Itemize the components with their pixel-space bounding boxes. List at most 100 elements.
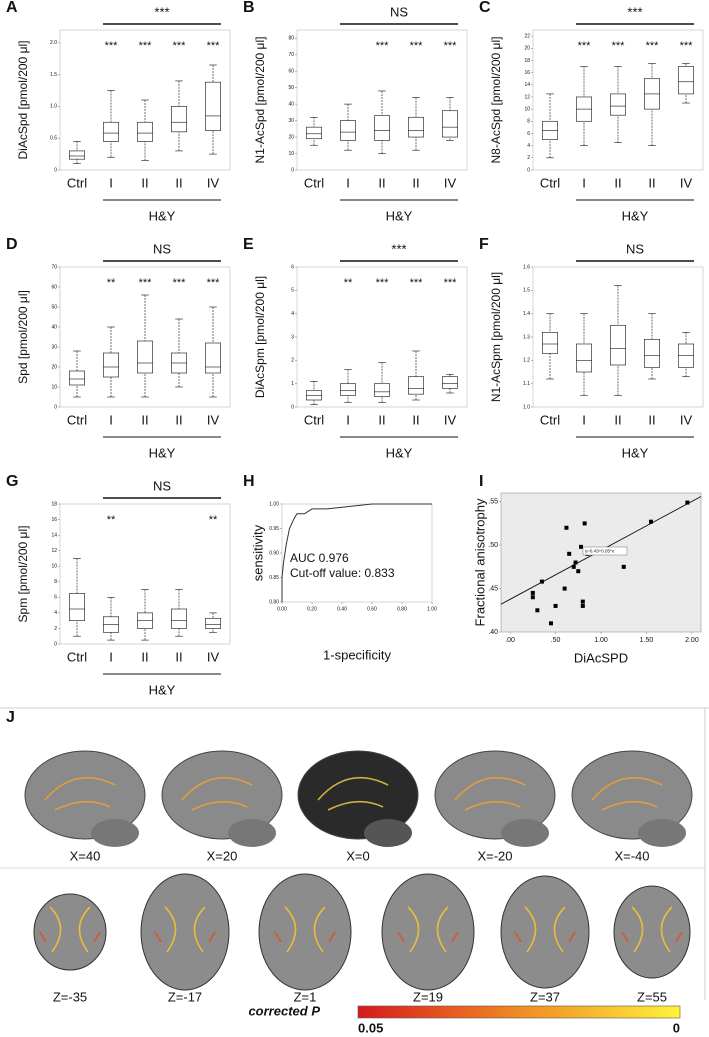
brain-slice (258, 873, 352, 991)
y-tick-label: 2 (291, 358, 294, 364)
x-axis-label: H&Y (149, 682, 176, 697)
box (643, 338, 660, 368)
x-tick-label: I (582, 412, 586, 427)
significance: ** (209, 514, 218, 526)
box (205, 342, 222, 374)
y-tick-label: 30 (51, 344, 57, 350)
y-tick-label: 6 (291, 264, 294, 270)
slice-label: X=40 (70, 848, 101, 863)
bracket-label: NS (626, 241, 644, 256)
bracket-label: *** (391, 241, 406, 256)
y-tick-label: 0 (527, 167, 530, 173)
x-tick-label: II (614, 175, 621, 190)
tract (39, 931, 101, 943)
y-tick-label: 6 (527, 131, 530, 137)
x-tick-label: I (346, 412, 350, 427)
y-tick-label: 16 (51, 517, 57, 523)
y-tick-label: 0.80 (269, 599, 279, 605)
cerebellum (364, 819, 412, 847)
y-tick-label: 3 (291, 334, 294, 340)
bracket-label: *** (627, 4, 642, 19)
point (580, 599, 585, 604)
x-tick-label: II (648, 412, 655, 427)
x-tick-label: Ctrl (304, 175, 324, 190)
panel-label: H (243, 473, 255, 490)
significance: *** (444, 40, 458, 52)
y-tick-label: 60 (288, 69, 294, 75)
x-tick-label: 2.00 (685, 637, 699, 644)
tract (454, 777, 526, 811)
colorbar-title: corrected P (248, 1003, 320, 1018)
box (205, 81, 222, 131)
box (408, 376, 425, 395)
box (171, 106, 188, 133)
box (137, 121, 154, 142)
fit-label: y=0.43+0.05*x (585, 549, 615, 554)
box (374, 115, 391, 141)
plot-frame (59, 266, 231, 408)
slice-label: X=-40 (614, 848, 649, 863)
x-axis-label: H&Y (386, 208, 413, 223)
box (68, 370, 85, 386)
box (340, 383, 357, 396)
y-tick-label: 40 (288, 101, 294, 107)
x-tick-label: II (141, 649, 148, 664)
box (205, 617, 222, 629)
x-tick-label: II (378, 175, 385, 190)
significance: *** (376, 277, 390, 289)
y-tick-label: .50 (488, 542, 498, 549)
panel-label: A (6, 0, 18, 16)
significance: *** (612, 40, 626, 52)
roc-curve (281, 503, 432, 602)
fit-label-box (582, 546, 628, 556)
panel-label: F (479, 236, 489, 253)
y-tick-label: 22 (524, 33, 530, 39)
x-tick-label: 1.00 (594, 637, 608, 644)
y-tick-label: 1.00 (269, 501, 279, 507)
x-axis-label: DiAcSPD (574, 650, 628, 665)
box (609, 324, 626, 366)
y-tick-label: 70 (51, 264, 57, 270)
significance: *** (173, 277, 187, 289)
box (68, 150, 85, 160)
significance: ** (107, 277, 116, 289)
y-tick-label: 10 (524, 106, 530, 112)
significance: *** (139, 40, 153, 52)
y-tick-label: 1.5 (50, 72, 57, 78)
brain-slice (140, 873, 230, 991)
significance: *** (173, 40, 187, 52)
annotation: Cut-off value: 0.833 (290, 566, 395, 580)
significance: *** (646, 40, 660, 52)
y-tick-label: 2 (527, 155, 530, 161)
y-tick-label: 10 (51, 564, 57, 570)
point (567, 551, 572, 556)
box (408, 116, 425, 138)
y-tick-label: 10 (288, 151, 294, 157)
colorbar (357, 1005, 681, 1019)
x-axis-label: H&Y (149, 208, 176, 223)
box (171, 608, 188, 629)
y-tick-label: 8 (54, 579, 57, 585)
y-tick-label: 12 (524, 94, 530, 100)
significance: *** (376, 40, 390, 52)
x-tick-label: I (109, 412, 113, 427)
tract (317, 777, 389, 811)
point (621, 564, 626, 569)
x-tick-label: 1.00 (427, 606, 437, 612)
significance: *** (207, 40, 221, 52)
significance: *** (444, 277, 458, 289)
y-tick-label: 1.6 (523, 264, 530, 270)
y-tick-label: 0 (54, 641, 57, 647)
y-axis-label: DiAcSpm [pmol/200 μl] (253, 276, 267, 398)
point (539, 579, 544, 584)
point (580, 603, 585, 608)
y-tick-label: 20 (51, 364, 57, 370)
x-tick-label: II (412, 175, 419, 190)
box (306, 126, 323, 140)
x-tick-label: IV (444, 175, 457, 190)
significance: *** (410, 277, 424, 289)
y-axis-label: Spm [pmol/200 μl] (16, 526, 30, 623)
x-tick-label: II (175, 412, 182, 427)
slice-label: Z=-17 (168, 989, 202, 1004)
slice-label: X=0 (346, 848, 370, 863)
